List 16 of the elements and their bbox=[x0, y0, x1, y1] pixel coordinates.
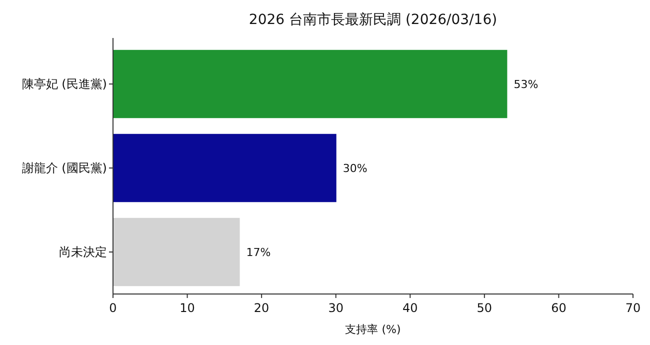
x-axis-title: 支持率 (%) bbox=[345, 323, 401, 336]
x-tick-label: 50 bbox=[476, 301, 492, 315]
y-tick-label: 尚未決定 bbox=[59, 245, 107, 259]
x-tick-label: 20 bbox=[254, 301, 270, 315]
x-tick-label: 40 bbox=[402, 301, 418, 315]
x-tick-label: 60 bbox=[551, 301, 566, 315]
y-tick-label: 謝龍介 (國民黨) bbox=[22, 161, 107, 175]
data-label: 17% bbox=[246, 246, 271, 259]
x-tick-label: 70 bbox=[625, 301, 641, 315]
data-label: 30% bbox=[342, 162, 368, 175]
data-label: 53% bbox=[514, 78, 538, 91]
chart-title: 2026 台南市長最新民調 (2026/03/16) bbox=[248, 12, 498, 28]
x-tick-label: 10 bbox=[180, 301, 195, 315]
x-tick-label: 0 bbox=[109, 301, 117, 315]
y-tick-label: 陳亭妃 (民進黨) bbox=[22, 77, 107, 91]
x-tick-label: 30 bbox=[328, 301, 344, 315]
